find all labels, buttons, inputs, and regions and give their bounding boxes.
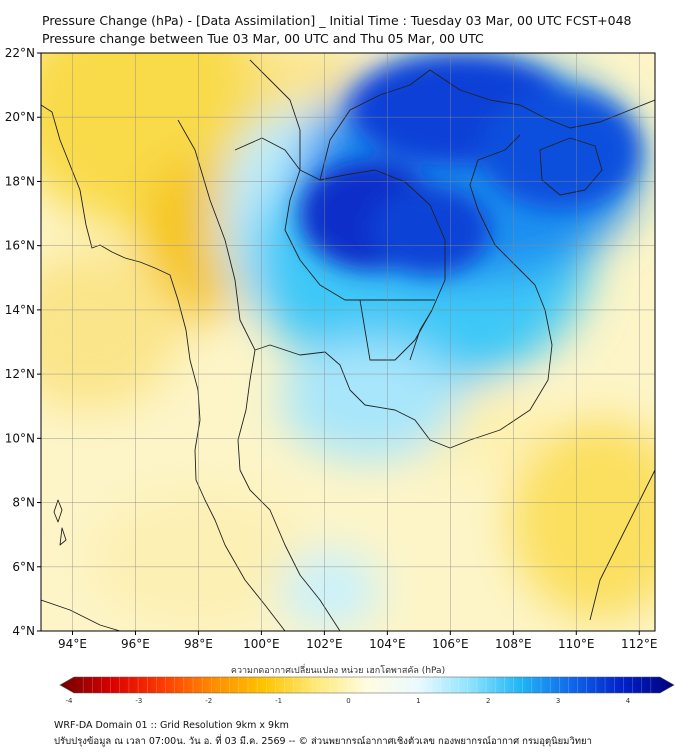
lat-tick-label: 14°N <box>5 303 35 317</box>
colorbar-tick-label: -4 <box>66 697 74 705</box>
lon-tick-label: 100°E <box>243 637 280 651</box>
lat-tick-label: 20°N <box>5 110 35 124</box>
colorbar-label: ความกดอากาศเปลี่ยนแปลง หน่วย เฮกโตพาสคัล… <box>230 666 446 676</box>
lat-tick-label: 22°N <box>5 46 35 60</box>
lat-tick-label: 6°N <box>12 560 35 574</box>
colorbar-ticks: -4 -3 -2 -1 0 1 2 3 4 <box>66 677 652 705</box>
lon-tick-label: 94°E <box>58 637 87 651</box>
colorbar-tick-label: 2 <box>486 697 490 705</box>
lon-tick-label: 104°E <box>369 637 406 651</box>
map-title-line-1: Pressure Change (hPa) - [Data Assimilati… <box>42 13 632 28</box>
lon-tick-label: 102°E <box>306 637 343 651</box>
lon-tick-label: 96°E <box>121 637 150 651</box>
colorbar-tick-label: 0 <box>346 697 350 705</box>
lat-tick-label: 12°N <box>5 367 35 381</box>
lat-tick-label: 18°N <box>5 174 35 188</box>
graticule <box>41 53 655 631</box>
colorbar-tick-label: -2 <box>205 697 212 705</box>
lon-tick-label: 106°E <box>432 637 469 651</box>
lat-tick-label: 16°N <box>5 239 35 253</box>
lat-tick-label: 10°N <box>5 431 35 445</box>
pressure-field <box>41 53 655 631</box>
footer-domain-info: WRF-DA Domain 01 :: Grid Resolution 9km … <box>54 720 289 731</box>
lat-tick-label: 8°N <box>12 496 35 510</box>
pressure-change-map: 94°E 96°E 98°E 100°E 102°E 104°E 106°E 108°E 110… <box>5 46 658 651</box>
map-frame <box>40 52 656 632</box>
colorbar-scale <box>59 676 675 694</box>
map-axes: 94°E 96°E 98°E 100°E 102°E 104°E 106°E 108°E 110… <box>5 46 658 651</box>
lon-tick-label: 110°E <box>558 637 595 651</box>
colorbar-tick-label: -3 <box>135 697 142 705</box>
colorbar-tick-label: -1 <box>275 697 282 705</box>
map-title-line-2: Pressure change between Tue 03 Mar, 00 U… <box>42 31 484 46</box>
footer-update-info: ปรับปรุงข้อมูล ณ เวลา 07:00น. วัน อ. ที่… <box>54 736 592 747</box>
colorbar-tick-label: 1 <box>416 697 420 705</box>
colorbar-tick-label: 4 <box>626 697 631 705</box>
coastlines-and-borders <box>41 59 655 631</box>
lon-tick-label: 108°E <box>495 637 532 651</box>
colorbar-tick-label: 3 <box>556 697 560 705</box>
colorbar: -4 -3 -2 -1 0 1 2 3 4 <box>59 676 675 705</box>
lon-tick-label: 112°E <box>621 637 658 651</box>
lat-tick-label: 4°N <box>12 624 35 638</box>
lon-tick-label: 98°E <box>184 637 213 651</box>
